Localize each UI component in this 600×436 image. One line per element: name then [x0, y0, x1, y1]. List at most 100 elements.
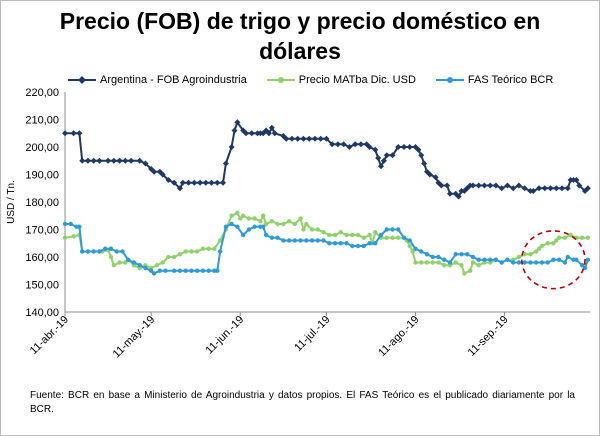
data-point — [436, 260, 441, 265]
data-point — [96, 157, 103, 164]
data-point — [271, 130, 278, 137]
data-point — [366, 144, 373, 150]
y-tick-label: 180,00 — [25, 197, 59, 209]
data-point — [263, 232, 269, 238]
data-point — [177, 268, 183, 273]
data-point — [189, 268, 194, 273]
data-point — [281, 238, 286, 243]
data-point — [551, 257, 556, 262]
data-point — [68, 221, 73, 227]
data-point — [179, 179, 186, 186]
data-point — [556, 235, 562, 240]
legend-item-matba: Precio MATba Dic. USD — [266, 74, 416, 86]
data-point — [528, 260, 533, 265]
data-point — [418, 152, 425, 159]
data-point — [579, 235, 585, 240]
data-point — [545, 260, 550, 265]
data-point — [413, 260, 418, 265]
data-point — [499, 260, 504, 265]
series-layer — [62, 119, 591, 276]
data-point — [90, 157, 97, 164]
data-point — [553, 185, 560, 192]
data-point — [568, 232, 573, 238]
data-point — [265, 130, 272, 137]
data-point — [269, 235, 275, 240]
data-point — [97, 249, 102, 254]
data-point — [554, 238, 559, 243]
chart-title: Precio (FOB) de trigo y precio doméstico… — [59, 8, 541, 64]
data-point — [321, 238, 326, 243]
data-point — [183, 249, 188, 254]
x-tick-label: 11-abr.-19 — [28, 314, 71, 357]
data-point — [533, 249, 539, 254]
data-point — [419, 260, 424, 265]
data-point — [309, 238, 315, 243]
data-point — [137, 263, 142, 268]
data-point — [177, 252, 183, 257]
data-point — [176, 185, 183, 192]
data-point — [212, 246, 217, 251]
data-point — [304, 221, 309, 227]
data-point — [334, 141, 341, 148]
data-point — [574, 257, 579, 262]
data-point — [283, 135, 290, 142]
data-point — [242, 130, 249, 137]
data-point — [573, 177, 580, 183]
data-point — [338, 241, 344, 246]
data-point — [246, 216, 252, 221]
data-point — [327, 241, 332, 246]
data-point — [470, 254, 476, 260]
data-point — [323, 135, 330, 142]
data-point — [515, 182, 522, 189]
data-point — [126, 257, 131, 262]
data-point — [521, 185, 528, 192]
data-point — [436, 254, 441, 260]
data-point — [352, 141, 359, 148]
legend-item-fas-teorico: FAS Teórico BCR — [435, 74, 553, 86]
data-point — [191, 179, 198, 186]
data-point — [200, 268, 206, 273]
data-point — [430, 254, 435, 260]
legend-swatch-fas-teorico — [435, 77, 464, 83]
data-point — [108, 246, 114, 251]
data-point — [122, 157, 129, 164]
data-point — [292, 221, 298, 227]
y-tick-label: 170,00 — [25, 225, 59, 237]
data-point — [114, 249, 119, 254]
data-point — [171, 179, 178, 186]
x-tick-label: 11-may.-19 — [111, 314, 158, 361]
data-point — [261, 224, 266, 229]
legend: Argentina - FOB Agroindustria Precio MAT… — [68, 72, 553, 88]
y-tick-label: 190,00 — [25, 170, 59, 182]
data-point — [389, 152, 396, 159]
data-point — [185, 179, 192, 186]
data-point — [438, 182, 445, 189]
data-point — [355, 243, 361, 249]
data-point — [401, 235, 407, 240]
data-point — [80, 249, 85, 254]
data-point — [197, 179, 204, 186]
data-point — [361, 243, 366, 249]
data-point — [346, 144, 353, 150]
data-point — [384, 235, 389, 240]
data-point — [426, 171, 433, 178]
data-point — [103, 246, 108, 251]
legend-swatch-argentina-fob — [68, 76, 96, 84]
data-point — [223, 224, 229, 229]
data-point — [344, 241, 349, 246]
data-point — [361, 235, 366, 240]
data-point — [516, 254, 522, 260]
data-point — [462, 271, 467, 276]
data-point — [183, 268, 188, 273]
data-point — [459, 263, 464, 268]
data-point — [62, 221, 68, 227]
data-point — [286, 238, 292, 243]
data-point — [275, 221, 280, 227]
data-point — [373, 241, 378, 246]
data-point — [111, 263, 117, 268]
data-point — [505, 257, 510, 262]
data-point — [350, 243, 355, 249]
data-point — [459, 252, 464, 257]
data-point — [269, 219, 275, 224]
data-point — [84, 157, 91, 164]
